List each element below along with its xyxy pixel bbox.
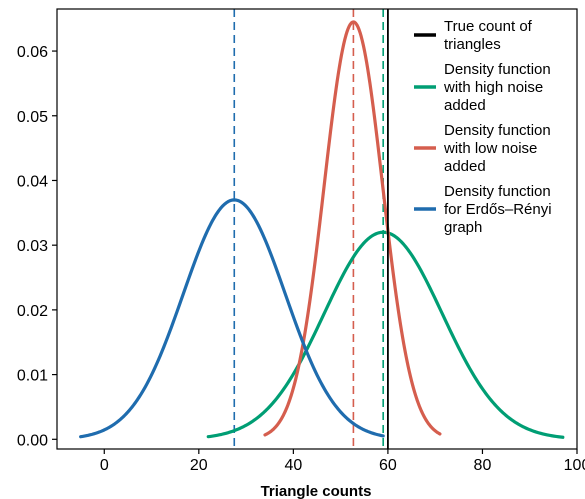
legend-label-1-1: with high noise (443, 79, 543, 96)
ticks-layer: 0 20 40 60 80 100 0.00 0.01 0.02 0.03 0.04 0.05 0.06 (17, 44, 585, 474)
x-axis-title: Triangle counts (261, 483, 372, 499)
legend-label-2-1: with low noise (443, 140, 537, 157)
x-tick-label-4: 80 (474, 457, 492, 474)
plot-layer (79, 9, 565, 449)
plot-frame (56, 8, 578, 450)
x-tick-label-5: 100 (564, 457, 585, 474)
density-curve-3 (79, 198, 385, 439)
y-tick-label-2: 0.02 (17, 303, 48, 320)
legend-label-3-1: for Erdős–Rényi (444, 201, 552, 218)
x-tick-label-0: 0 (100, 457, 109, 474)
y-tick-label-5: 0.05 (17, 109, 48, 126)
y-tick-label-3: 0.03 (17, 238, 48, 255)
density-curve-1 (206, 230, 565, 439)
legend-label-2-2: added (444, 158, 486, 175)
density-curve-2 (263, 20, 442, 437)
legend-label-3-0: Density function (444, 183, 551, 200)
y-tick-label-1: 0.01 (17, 368, 48, 385)
legend-label-1-2: added (444, 97, 486, 114)
x-tick-label-1: 20 (190, 457, 208, 474)
x-tick-label-3: 60 (379, 457, 397, 474)
legend-label-3-2: graph (444, 219, 482, 236)
y-tick-label-6: 0.06 (17, 44, 48, 61)
x-tick-label-2: 40 (284, 457, 302, 474)
legend-label-0-1: triangles (444, 36, 501, 53)
y-tick-label-0: 0.00 (17, 432, 48, 449)
legend-label-0-0: True count of (444, 18, 533, 35)
legend-label-2-0: Density function (444, 122, 551, 139)
legend-label-1-0: Density function (444, 61, 551, 78)
y-tick-label-4: 0.04 (17, 173, 48, 190)
